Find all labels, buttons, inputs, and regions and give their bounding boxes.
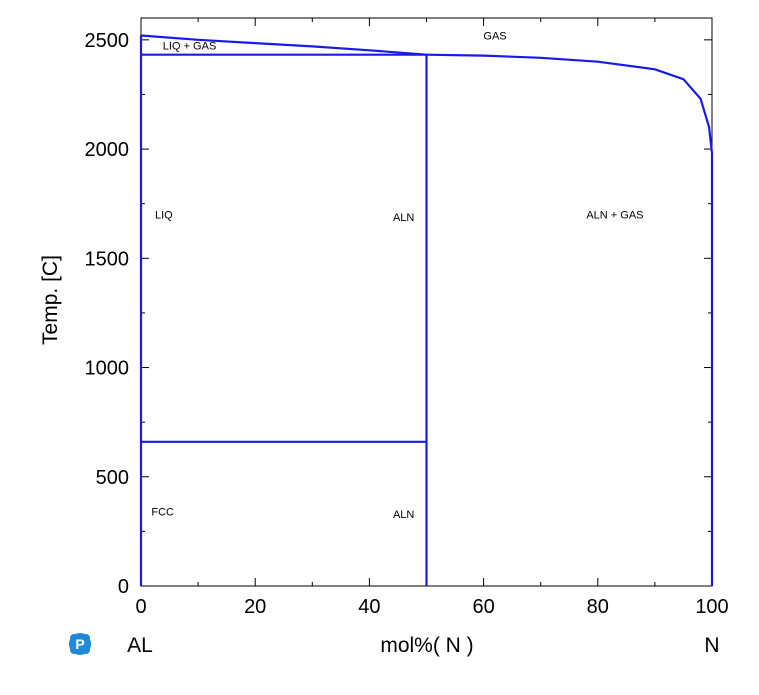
x-tick-label: 0 [135,596,146,618]
region-label: LIQ + GAS [163,40,217,52]
phase-boundary-line-2 [426,53,714,586]
svg-text:P: P [75,636,84,652]
region-label: ALN + GAS [586,210,643,222]
x-tick-label: 20 [244,596,266,618]
region-label: ALN [393,509,414,521]
region-label: GAS [483,30,506,42]
region-label: FCC [151,507,174,519]
y-axis-title: Temp. [C] [39,255,62,345]
region-labels-layer: GAS LIQ + GAS LIQ ALN ALN + GAS FCC ALN [151,30,643,520]
region-label: ALN [393,212,414,224]
x-axis-right-element-label: N [704,634,719,657]
phase-boundary-line-1 [140,34,427,56]
x-axis-left-element-label: AL [127,634,153,657]
x-tick-label: 80 [587,596,609,618]
x-axis-title: mol%( N ) [380,634,473,657]
phase-boundaries-layer [139,34,714,586]
logo-icon: P [69,633,91,655]
x-tick-label: 40 [358,596,380,618]
y-tick-label: 1000 [85,358,130,380]
y-tick-label: 2000 [85,139,130,161]
y-tick-label: 500 [96,467,129,489]
region-label: LIQ [155,210,173,222]
y-tick-label: 0 [118,576,129,598]
x-tick-label: 60 [472,596,494,618]
x-tick-label: 100 [695,596,728,618]
y-tick-label: 2500 [85,30,130,52]
y-tick-label: 1500 [85,248,130,270]
